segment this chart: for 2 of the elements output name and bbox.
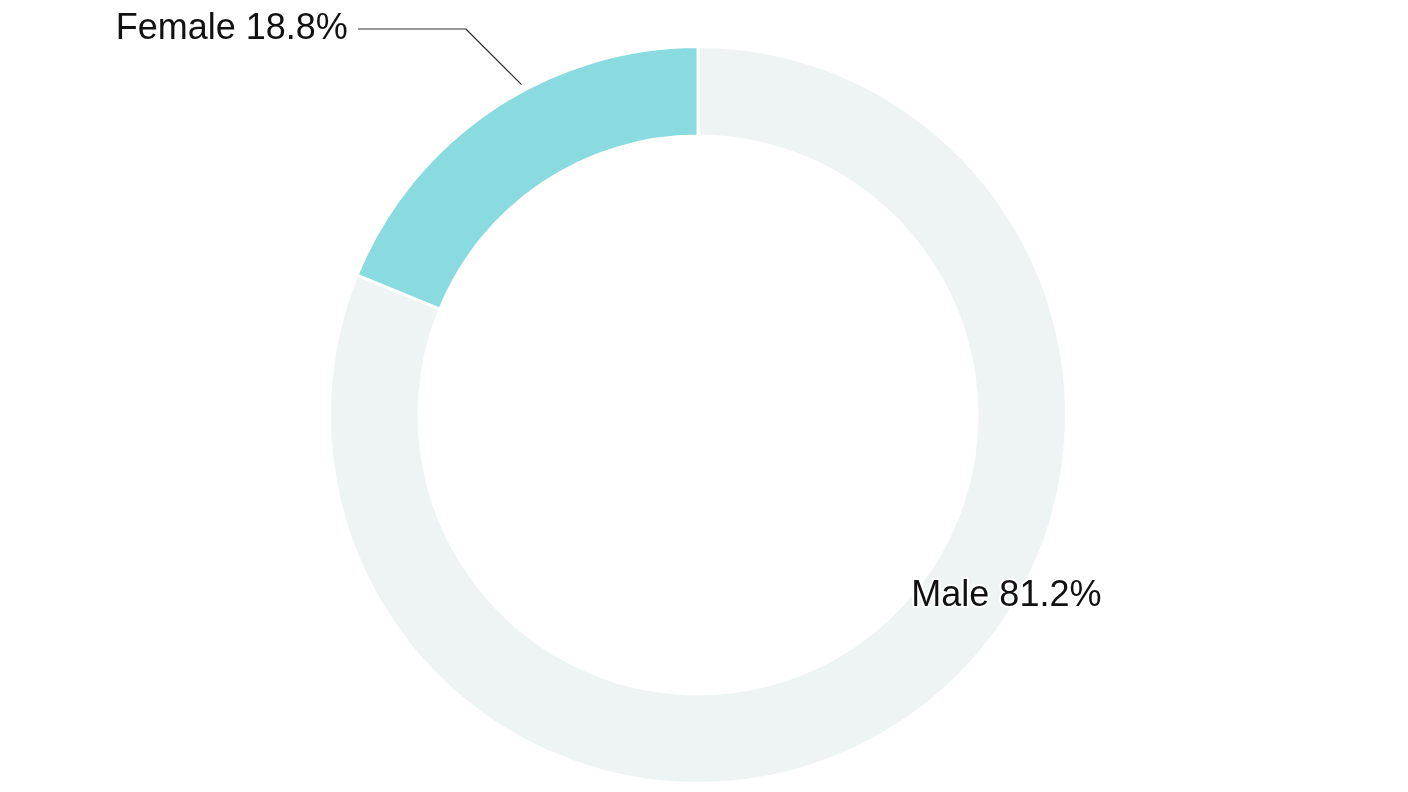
slice-label: Male 81.2%: [911, 572, 1102, 614]
slice-label: Female 18.8%: [115, 5, 348, 47]
